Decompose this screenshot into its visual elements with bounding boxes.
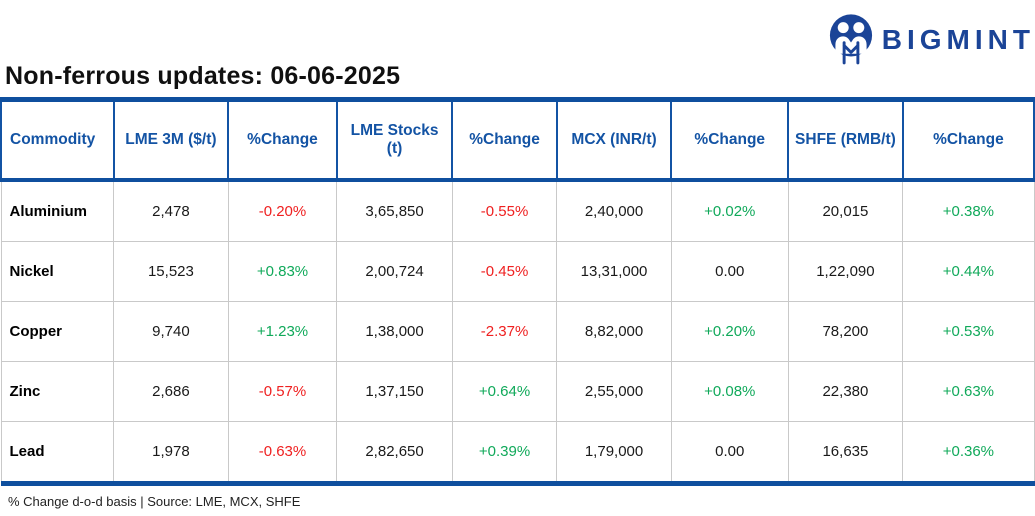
column-header: LME Stocks (t) xyxy=(335,97,454,182)
cell-change: +0.83% xyxy=(227,241,338,302)
footnote: % Change d-o-d basis | Source: LME, MCX,… xyxy=(8,494,301,509)
cell-change: -0.45% xyxy=(451,241,558,302)
page-title: Non-ferrous updates: 06-06-2025 xyxy=(5,62,401,90)
cell-value: 1,37,150 xyxy=(336,361,453,422)
cell-value: 3,65,850 xyxy=(336,179,453,242)
column-header: %Change xyxy=(901,97,1035,182)
cell-value: 1,79,000 xyxy=(556,421,672,486)
cell-change: +1.23% xyxy=(227,301,338,362)
cell-value: 1,38,000 xyxy=(336,301,453,362)
cell-value: 9,740 xyxy=(113,301,229,362)
column-header: SHFE (RMB/t) xyxy=(787,97,904,182)
cell-change: +0.38% xyxy=(902,179,1035,242)
cell-value: 8,82,000 xyxy=(556,301,672,362)
column-header: %Change xyxy=(451,97,558,182)
cell-change: -0.20% xyxy=(227,179,338,242)
cell-value: 2,55,000 xyxy=(556,361,672,422)
cell-change: +0.63% xyxy=(902,361,1035,422)
brand-logo: BIGMINT xyxy=(829,14,1035,66)
cell-change: -0.63% xyxy=(227,421,338,486)
column-header: MCX (INR/t) xyxy=(555,97,673,182)
cell-change: 0.00 xyxy=(670,421,789,486)
cell-change: +0.64% xyxy=(451,361,558,422)
cell-change: +0.39% xyxy=(451,421,558,486)
cell-value: 2,478 xyxy=(113,179,229,242)
cell-value: 2,686 xyxy=(113,361,229,422)
table-row: Lead 1,978 -0.63% 2,82,650 +0.39% 1,79,000 0.0… xyxy=(0,421,1035,486)
cell-value: 78,200 xyxy=(787,301,904,362)
cell-change: +0.08% xyxy=(670,361,789,422)
cell-commodity: Aluminium xyxy=(0,179,115,242)
cell-commodity: Lead xyxy=(0,421,115,486)
cell-change: -2.37% xyxy=(451,301,558,362)
cell-value: 16,635 xyxy=(787,421,904,486)
column-header-commodity: Commodity xyxy=(0,97,115,182)
header-row: Commodity LME 3M ($/t) %Change LME Stocks (… xyxy=(0,97,1035,182)
table-row: Copper 9,740 +1.23% 1,38,000 -2.37% 8,82,000 +… xyxy=(0,301,1035,362)
table-row: Aluminium 2,478 -0.20% 3,65,850 -0.55% 2,40,0… xyxy=(0,179,1035,242)
table-row: Zinc 2,686 -0.57% 1,37,150 +0.64% 2,55,000 +0.… xyxy=(0,361,1035,422)
cell-change: +0.53% xyxy=(902,301,1035,362)
cell-value: 20,015 xyxy=(787,179,904,242)
cell-value: 15,523 xyxy=(113,241,229,302)
cell-value: 2,40,000 xyxy=(556,179,672,242)
column-header: LME 3M ($/t) xyxy=(112,97,230,182)
cell-change: -0.55% xyxy=(451,179,558,242)
cell-value: 2,82,650 xyxy=(336,421,453,486)
cell-value: 22,380 xyxy=(787,361,904,422)
table-row: Nickel 15,523 +0.83% 2,00,724 -0.45% 13,31,00… xyxy=(0,241,1035,302)
column-header: %Change xyxy=(670,97,790,182)
commodity-table: Commodity LME 3M ($/t) %Change LME Stocks (… xyxy=(0,97,1035,486)
cell-change: +0.44% xyxy=(902,241,1035,302)
cell-change: +0.20% xyxy=(670,301,789,362)
cell-value: 1,978 xyxy=(113,421,229,486)
column-header: %Change xyxy=(227,97,338,182)
cell-commodity: Copper xyxy=(0,301,115,362)
cell-commodity: Zinc xyxy=(0,361,115,422)
cell-change: +0.02% xyxy=(670,179,789,242)
bigmint-logo-icon xyxy=(829,14,873,66)
table-body: Aluminium 2,478 -0.20% 3,65,850 -0.55% 2,40,0… xyxy=(0,179,1035,486)
cell-value: 1,22,090 xyxy=(787,241,904,302)
cell-change: +0.36% xyxy=(902,421,1035,486)
cell-change: -0.57% xyxy=(227,361,338,422)
cell-value: 13,31,000 xyxy=(556,241,672,302)
cell-value: 2,00,724 xyxy=(336,241,453,302)
brand-name: BIGMINT xyxy=(881,24,1035,55)
cell-change: 0.00 xyxy=(670,241,789,302)
cell-commodity: Nickel xyxy=(0,241,115,302)
